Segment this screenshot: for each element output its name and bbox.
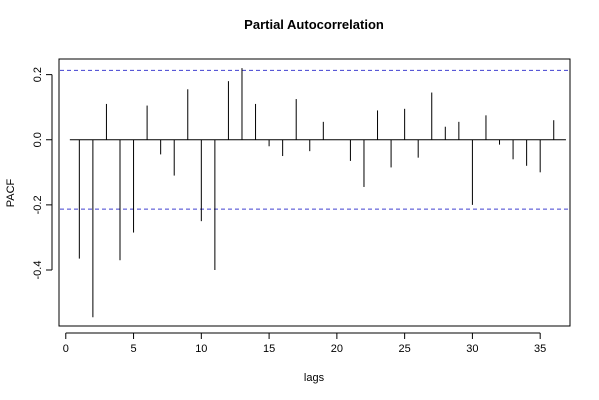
y-tick-label: 0.2 xyxy=(32,67,44,82)
x-tick-label: 20 xyxy=(331,343,343,355)
x-tick-label: 35 xyxy=(534,343,546,355)
y-tick-label: 0.0 xyxy=(32,132,44,147)
confidence-bounds xyxy=(60,69,569,210)
y-axis: -0.4 -0.2 0.0 0.2 xyxy=(32,67,53,280)
x-tick-label: 15 xyxy=(263,343,275,355)
x-tick-label: 0 xyxy=(63,343,69,355)
x-axis-label: lags xyxy=(304,372,325,384)
y-tick-label: -0.2 xyxy=(32,195,44,214)
x-tick-label: 10 xyxy=(195,343,207,355)
chart-title: Partial Autocorrelation xyxy=(244,17,384,32)
pacf-spikes xyxy=(78,68,555,318)
x-tick-label: 30 xyxy=(466,343,478,355)
y-tick-label: -0.4 xyxy=(32,261,44,280)
x-tick-label: 5 xyxy=(130,343,136,355)
plot-area-frame xyxy=(58,58,571,327)
x-axis: 0 5 10 15 20 25 30 35 xyxy=(63,332,546,355)
y-axis-label: PACF xyxy=(5,178,17,207)
x-tick-label: 25 xyxy=(399,343,411,355)
